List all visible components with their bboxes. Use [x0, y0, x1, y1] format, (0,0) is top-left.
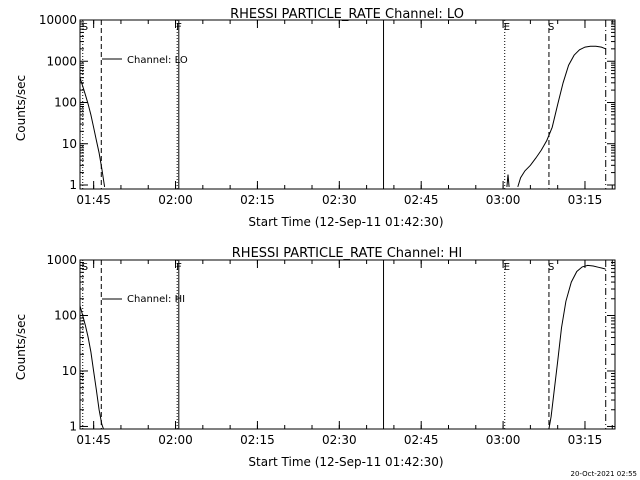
y-tick-label: 10: [62, 137, 77, 151]
chart-title: RHESSI PARTICLE_RATE Channel: HI: [232, 246, 462, 261]
y-tick-label: 100: [54, 308, 77, 322]
legend-entry: Channel: LO: [127, 55, 188, 66]
timestamp: 20-Oct-2021 02:55: [571, 470, 637, 478]
event-marker-label: S: [82, 22, 88, 33]
chart-title: RHESSI PARTICLE_RATE Channel: LO: [230, 7, 464, 22]
event-marker-label: S: [548, 262, 554, 273]
x-tick-label: 03:15: [568, 433, 603, 447]
y-tick-label: 1000: [46, 253, 77, 267]
x-tick-label: 02:45: [404, 433, 439, 447]
y-axis-label: Counts/sec: [14, 75, 28, 141]
event-marker-label: S: [82, 262, 88, 273]
x-tick-label: 02:15: [240, 193, 275, 207]
x-tick-label: 02:30: [322, 433, 357, 447]
y-tick-label: 1: [69, 419, 77, 433]
y-axis-label: Counts/sec: [14, 314, 28, 380]
event-marker-label: S: [548, 22, 554, 33]
x-tick-label: 01:45: [76, 433, 111, 447]
y-tick-label: 10000: [39, 13, 77, 27]
x-tick-label: 03:15: [568, 193, 603, 207]
y-tick-label: 1: [69, 178, 77, 192]
x-tick-label: 01:45: [76, 193, 111, 207]
x-tick-label: 02:00: [158, 433, 193, 447]
event-marker-label: E: [504, 22, 510, 33]
rate-curve: [506, 174, 510, 187]
rate-curve: [80, 77, 106, 187]
y-tick-label: 10: [62, 364, 77, 378]
x-tick-label: 02:15: [240, 433, 275, 447]
legend-entry: Channel: HI: [127, 294, 185, 305]
x-tick-label: 02:00: [158, 193, 193, 207]
rate-curve: [80, 305, 104, 429]
x-axis-label: Start Time (12-Sep-11 01:42:30): [248, 455, 443, 469]
x-axis-label: Start Time (12-Sep-11 01:42:30): [248, 215, 443, 229]
x-tick-label: 02:30: [322, 193, 357, 207]
y-tick-label: 1000: [46, 54, 77, 68]
event-marker-label: E: [504, 262, 510, 273]
x-tick-label: 03:00: [486, 433, 521, 447]
rate-curve: [548, 264, 606, 429]
y-tick-label: 100: [54, 96, 77, 110]
x-tick-label: 02:45: [404, 193, 439, 207]
rate-curve: [517, 45, 606, 188]
x-tick-label: 03:00: [486, 193, 521, 207]
